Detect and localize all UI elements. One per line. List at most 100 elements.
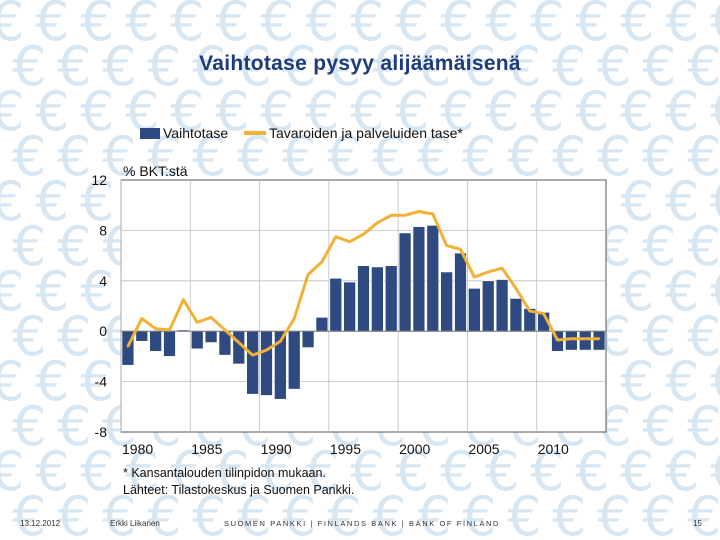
euro-watermark-glyph: € [395,440,429,503]
line-point-2003 [445,244,448,247]
bar-2008 [509,298,523,332]
euro-watermark-glyph: € [327,125,361,188]
footer-page-number: 15 [693,519,702,528]
euro-watermark-glyph: € [35,260,69,323]
bar-1985 [190,330,204,350]
euro-watermark-glyph: € [237,485,271,540]
euro-watermark-glyph: € [642,215,676,278]
euro-watermark-glyph: € [0,0,24,53]
line-point-1988 [237,341,240,344]
y-tick-label: -8 [95,424,108,440]
line-point-2013 [584,337,587,340]
euro-watermark-glyph: € [12,395,46,458]
bar-2012 [565,330,578,351]
euro-watermark-glyph: € [507,485,541,540]
euro-watermark-glyph: € [102,125,136,188]
x-tick-label: 1980 [122,441,153,457]
euro-watermark-glyph: € [282,35,316,98]
euro-watermark-glyph: € [57,305,91,368]
euro-watermark-glyph: € [350,440,384,503]
bar-2014 [592,330,606,351]
euro-watermark-glyph: € [462,35,496,98]
line-point-2004 [459,248,462,251]
euro-watermark-glyph: € [687,215,720,278]
euro-watermark-glyph: € [710,170,720,233]
euro-watermark-glyph: € [12,305,46,368]
euro-watermark-glyph: € [0,170,24,233]
euro-watermark-glyph: € [620,260,654,323]
line-point-2010 [542,312,545,315]
euro-watermark-glyph: € [147,485,181,540]
x-tick-label: 1985 [191,441,222,457]
euro-watermark-glyph: € [372,485,406,540]
euro-watermark-glyph: € [147,35,181,98]
euro-watermark-glyph: € [0,260,24,323]
line-point-2002 [431,212,434,216]
euro-watermark-glyph: € [710,260,720,323]
euro-watermark-glyph: € [440,0,474,53]
euro-watermark-glyph: € [35,80,69,143]
y-tick-label: 0 [99,323,107,339]
euro-watermark-glyph: € [192,485,226,540]
line-point-2012 [570,337,573,340]
euro-watermark-glyph: € [620,350,654,413]
y-tick-label: 4 [99,273,107,289]
euro-watermark-glyph: € [395,0,429,53]
line-point-1997 [362,232,365,236]
bar-2007 [495,279,509,332]
line-point-1987 [223,328,227,332]
euro-watermark-glyph: € [80,260,114,323]
euro-watermark-glyph: € [530,80,564,143]
euro-watermark-glyph: € [170,80,204,143]
euro-watermark-glyph: € [710,80,720,143]
line-point-1996 [348,240,351,243]
euro-watermark-glyph: € [350,80,384,143]
line-point-1990 [265,348,268,352]
y-tick-label: -4 [95,374,108,390]
line-point-2005 [473,275,476,279]
line-point-1980 [126,345,130,348]
line-point-1994 [320,260,324,264]
euro-watermark-glyph: € [35,170,69,233]
euro-watermark-glyph: € [575,80,609,143]
euro-watermark-glyph: € [260,440,294,503]
euro-watermark-glyph: € [575,0,609,53]
euro-watermark-glyph: € [237,125,271,188]
line-point-2007 [500,267,504,270]
line-point-1998 [376,221,379,225]
bar-1990 [260,330,273,396]
footer-bank-name: SUOMEN PANKKI | FINLANDS BANK | BANK OF … [224,519,501,528]
bar-2013 [578,330,592,351]
euro-watermark-glyph: € [80,170,114,233]
bar-1997 [357,265,370,332]
line-point-1985 [196,321,199,324]
line-point-1989 [251,353,254,357]
line-point-1982 [154,327,157,330]
bar-2002 [426,225,440,332]
euro-watermark-glyph: € [192,125,226,188]
euro-watermark-glyph: € [215,0,249,53]
euro-watermark-glyph: € [12,485,46,540]
euro-watermark-glyph: € [372,125,406,188]
euro-watermark-glyph: € [57,35,91,98]
euro-watermark-glyph: € [395,80,429,143]
euro-watermark-glyph: € [57,125,91,188]
euro-watermark-glyph: € [597,125,631,188]
bar-1994 [315,317,329,332]
euro-watermark-glyph: € [417,125,451,188]
euro-watermark-glyph: € [215,440,249,503]
slide-title: Vaihtotase pysyy alijäämäisenä [199,52,521,75]
line-point-1993 [306,273,310,276]
euro-watermark-glyph: € [665,80,699,143]
euro-watermark-glyph: € [80,0,114,53]
y-tick-label: 8 [99,222,107,238]
x-tick-label: 2005 [468,441,499,457]
unit-label: % BKT:stä [123,163,188,179]
bar-1999 [384,265,398,332]
bar-1993 [301,330,315,348]
euro-watermark-glyph: € [57,395,91,458]
legend-label-bar: Vaihtotase [163,125,228,141]
euro-watermark-glyph: € [0,440,24,503]
euro-watermark-glyph: € [125,0,159,53]
